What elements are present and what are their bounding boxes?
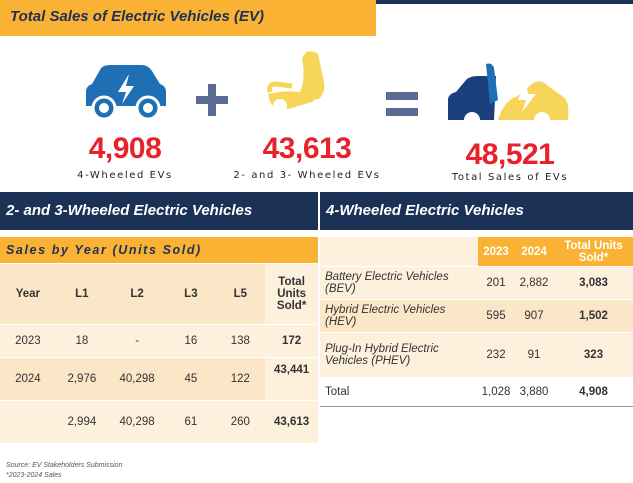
table-row: Total 1,028 3,880 4,908 xyxy=(320,377,633,407)
cell: 2,976 xyxy=(55,357,108,401)
cell: 1,502 xyxy=(554,299,633,333)
header-l2: L2 xyxy=(107,264,167,325)
header-l3: L3 xyxy=(166,264,216,325)
cell: 2024 xyxy=(0,357,56,401)
equals-icon xyxy=(386,92,418,116)
table-row: 2024 2,976 40,298 45 122 43,441 xyxy=(0,357,318,401)
four-wheeled-table: 2023 2024 Total Units Sold* Battery Elec… xyxy=(320,237,633,407)
source-note: Source: EV Stakeholders Submission xyxy=(6,462,123,469)
cell: 232 xyxy=(478,332,514,378)
table-row: Battery Electric Vehicles (BEV) 201 2,88… xyxy=(320,266,633,300)
cell: 122 xyxy=(215,357,266,401)
four-wheeled-label: 4-Wheeled EVs xyxy=(77,170,173,181)
top-divider xyxy=(376,0,633,4)
header-blank xyxy=(320,237,478,267)
two-three-wheeled-table: Year L1 L2 L3 L5 Total Units Sold* 2023 … xyxy=(0,264,318,444)
table-row: 2023 18 - 16 138 172 xyxy=(0,324,318,358)
cell: 40,298 xyxy=(107,400,167,444)
sales-note: *2023-2024 Sales xyxy=(6,472,62,479)
cell: 260 xyxy=(215,400,266,444)
header-2024: 2024 xyxy=(514,237,554,267)
title-bar xyxy=(0,0,376,36)
cell: Total xyxy=(320,377,478,407)
header-2023: 2023 xyxy=(478,237,514,267)
cell: 43,441 xyxy=(265,357,318,401)
cell: 595 xyxy=(478,299,514,333)
cell: 18 xyxy=(55,324,108,358)
cell: 2,882 xyxy=(514,266,554,300)
cell: 61 xyxy=(166,400,216,444)
page-title: Total Sales of Electric Vehicles (EV) xyxy=(10,8,264,25)
header-total-units: Total Units Sold* xyxy=(265,264,318,325)
cell: 16 xyxy=(166,324,216,358)
plus-icon xyxy=(196,84,228,116)
table-row: 2,994 40,298 61 260 43,613 xyxy=(0,400,318,444)
total-evs-label: Total Sales of EVs xyxy=(451,172,569,183)
table-header-row: Year L1 L2 L3 L5 Total Units Sold* xyxy=(0,264,318,325)
cell: 4,908 xyxy=(554,377,633,407)
cell: 3,083 xyxy=(554,266,633,300)
table-row: Plug-In Hybrid Electric Vehicles (PHEV) … xyxy=(320,332,633,378)
sales-by-year-subheader: Sales by Year (Units Sold) xyxy=(0,237,318,263)
cell: 40,298 xyxy=(107,357,167,401)
two-three-wheeled-total: 43,613 xyxy=(262,132,352,165)
header-year: Year xyxy=(0,264,56,325)
cell: 43,613 xyxy=(265,400,318,444)
cell: 1,028 xyxy=(478,377,514,407)
scooter-icon xyxy=(267,51,325,113)
table-header-row: 2023 2024 Total Units Sold* xyxy=(320,237,633,267)
cell: 91 xyxy=(514,332,554,378)
combined-vehicle-icon xyxy=(448,63,569,128)
table-row: Hybrid Electric Vehicles (HEV) 595 907 1… xyxy=(320,299,633,333)
four-wheeled-header: 4-Wheeled Electric Vehicles xyxy=(320,192,633,230)
cell: 2023 xyxy=(0,324,56,358)
cell: 138 xyxy=(215,324,266,358)
total-evs-value: 48,521 xyxy=(465,138,555,171)
cell: 201 xyxy=(478,266,514,300)
two-three-wheeled-header: 2- and 3-Wheeled Electric Vehicles xyxy=(0,192,318,230)
four-wheeled-total: 4,908 xyxy=(88,132,162,165)
cell: Hybrid Electric Vehicles (HEV) xyxy=(320,299,478,333)
header-total-units: Total Units Sold* xyxy=(554,237,633,267)
two-three-wheeled-label: 2- and 3- Wheeled EVs xyxy=(233,170,381,181)
cell: 323 xyxy=(554,332,633,378)
cell: 3,880 xyxy=(514,377,554,407)
cell: 172 xyxy=(265,324,318,358)
cell: - xyxy=(107,324,167,358)
header-l5: L5 xyxy=(215,264,266,325)
cell: 45 xyxy=(166,357,216,401)
cell: Plug-In Hybrid Electric Vehicles (PHEV) xyxy=(320,332,478,378)
cell xyxy=(0,400,56,444)
cell: Battery Electric Vehicles (BEV) xyxy=(320,266,478,300)
car-icon xyxy=(86,65,166,121)
cell: 907 xyxy=(514,299,554,333)
cell: 2,994 xyxy=(55,400,108,444)
header-l1: L1 xyxy=(55,264,108,325)
